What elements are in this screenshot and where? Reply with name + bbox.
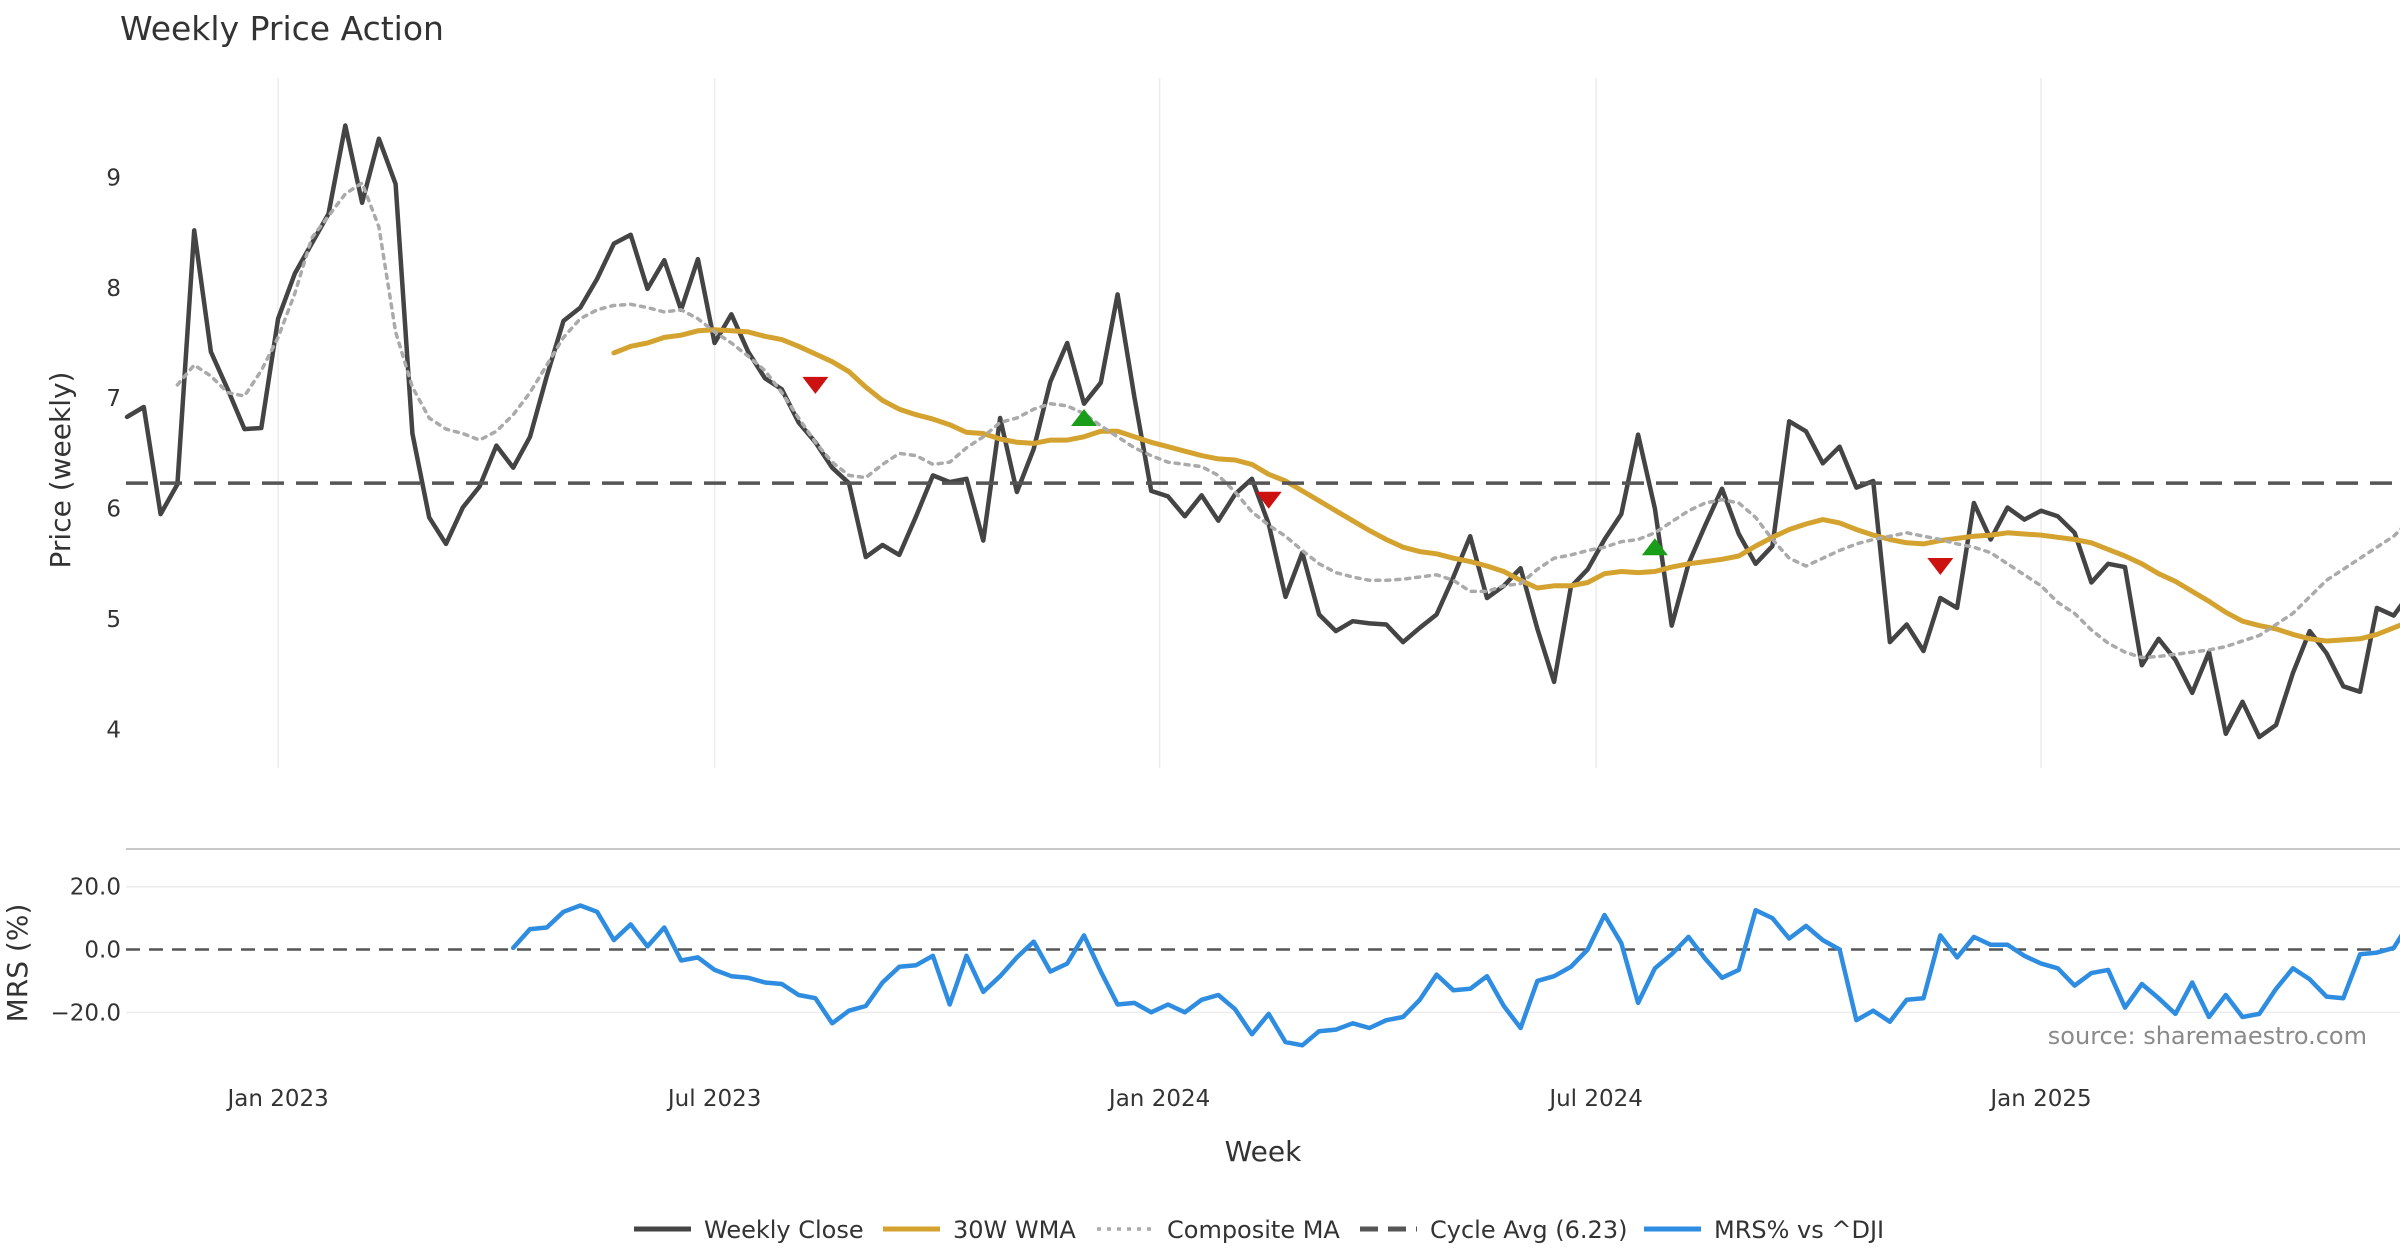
- price-y-ticks: 4 5 6 7 8 9: [106, 165, 121, 743]
- mrs-y-ticks: 20.0 0.0 −20.0: [51, 875, 121, 1027]
- legend-label: Weekly Close: [704, 1216, 864, 1244]
- x-tick-label: Jan 2024: [1107, 1086, 1210, 1112]
- price-series: [124, 123, 2400, 740]
- legend-item: MRS% vs ^DJI: [1644, 1216, 1884, 1244]
- x-tick-label: Jul 2024: [1547, 1086, 1643, 1112]
- mrs-panel: 20.0 0.0 −20.0: [51, 848, 2400, 1048]
- x-tick-label: Jan 2023: [225, 1086, 328, 1112]
- buy-signal-marker: [1071, 409, 1098, 427]
- mrs-y-axis-label: MRS (%): [1, 904, 34, 1023]
- price-y-tick-label: 7: [106, 386, 121, 412]
- x-tick-label: Jan 2025: [1988, 1086, 2091, 1112]
- sell-signal-marker: [1927, 557, 1954, 575]
- legend-item: Weekly Close: [634, 1216, 864, 1244]
- mrs-series: [510, 903, 2400, 1048]
- legend-label: Composite MA: [1167, 1216, 1340, 1244]
- legend: Weekly Close 30W WMA Composite MA Cycle Avg…: [634, 1216, 1884, 1244]
- chart-title: Weekly Price Action: [120, 9, 444, 48]
- mrs-y-tick-label: −20.0: [51, 1000, 121, 1026]
- legend-label: 30W WMA: [953, 1216, 1076, 1244]
- price-y-axis-label: Price (weekly): [44, 372, 77, 569]
- series-mrs-vs-dji: [510, 903, 2400, 1048]
- x-tick-label: Jul 2023: [666, 1086, 762, 1112]
- legend-label: MRS% vs ^DJI: [1714, 1216, 1884, 1244]
- price-y-tick-label: 5: [106, 607, 121, 633]
- source-annotation: source: sharemaestro.com: [2048, 1022, 2367, 1050]
- mrs-gridlines: [126, 885, 2400, 1014]
- x-axis-label: Week: [1225, 1135, 1302, 1168]
- legend-item: 30W WMA: [883, 1216, 1076, 1244]
- sell-signal-marker: [1255, 491, 1282, 509]
- sell-signal-marker: [802, 376, 829, 394]
- x-tick-labels: Jan 2023 Jul 2023 Jan 2024 Jul 2024 Jan 2025…: [225, 1086, 2091, 1112]
- price-y-tick-label: 9: [106, 165, 121, 191]
- series-30w-wma: [611, 327, 2400, 644]
- price-gridlines: [277, 78, 2042, 768]
- buy-signal-marker: [1641, 538, 1668, 556]
- price-signals: [802, 376, 1954, 575]
- price-y-tick-label: 4: [106, 717, 121, 743]
- price-y-tick-label: 8: [106, 276, 121, 302]
- series-composite-ma: [175, 181, 2400, 660]
- legend-item: Cycle Avg (6.23): [1360, 1216, 1627, 1244]
- mrs-y-tick-label: 20.0: [70, 875, 121, 901]
- series-weekly-close: [124, 123, 2400, 740]
- price-panel: 4 5 6 7 8 9: [106, 78, 2400, 768]
- legend-label: Cycle Avg (6.23): [1430, 1216, 1627, 1244]
- mrs-y-tick-label: 0.0: [84, 938, 121, 964]
- price-y-tick-label: 6: [106, 497, 121, 523]
- legend-item: Composite MA: [1097, 1216, 1340, 1244]
